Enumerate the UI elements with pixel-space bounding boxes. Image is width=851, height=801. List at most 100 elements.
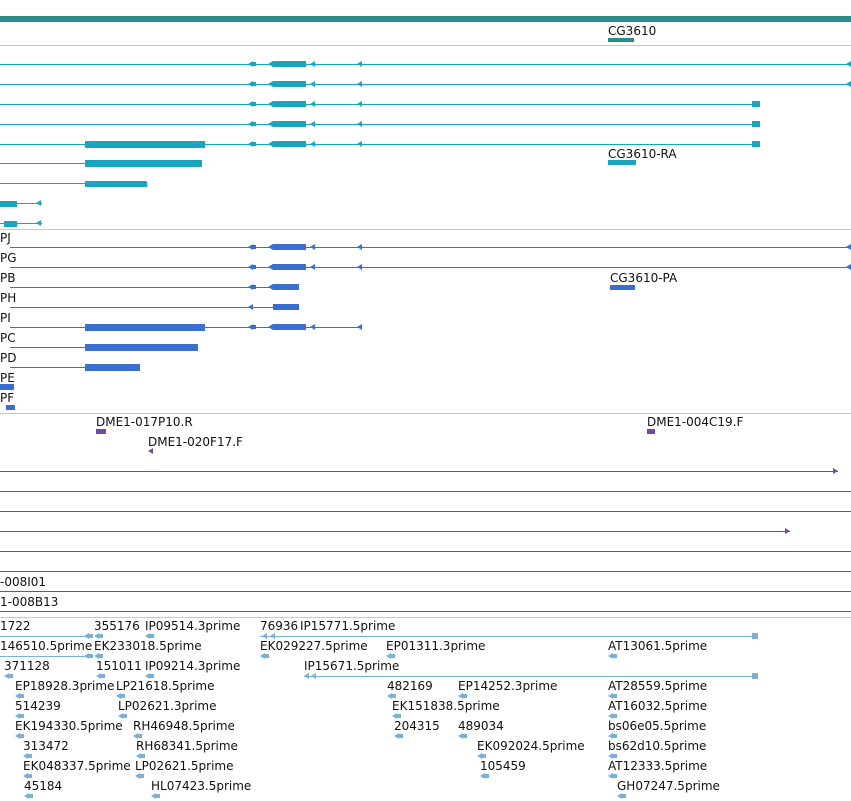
est-label[interactable]: 514239 <box>15 699 61 713</box>
est-label[interactable]: LP02621.5prime <box>135 759 234 773</box>
strand-left-arrow <box>36 220 41 226</box>
est-label[interactable]: 76936 <box>260 619 299 633</box>
strand-left-arrow <box>248 121 253 127</box>
strand-left-arrow <box>268 264 273 270</box>
clone-glyph <box>647 429 655 434</box>
clone-label[interactable]: DME1-004C19.F <box>647 415 744 429</box>
strand-left-arrow <box>248 101 253 107</box>
protein-label-pa[interactable]: CG3610-PA <box>610 271 678 285</box>
strand-left-arrow <box>310 61 315 67</box>
est-label[interactable]: EK092024.5prime <box>477 739 585 753</box>
strand-left-arrow <box>846 61 851 67</box>
strand-left-arrow <box>24 793 29 799</box>
clone-label[interactable]: DME1-020F17.F <box>148 435 243 449</box>
est-block <box>613 754 617 758</box>
est-label[interactable]: RH46948.5prime <box>133 719 235 733</box>
strand-left-arrow <box>268 61 273 67</box>
est-label[interactable]: LP02621.3prime <box>118 699 217 713</box>
est-label[interactable]: EK029227.5prime <box>260 639 368 653</box>
est-label[interactable]: GH07247.5prime <box>617 779 720 793</box>
est-block <box>485 774 489 778</box>
protein-row-label[interactable]: PI <box>0 311 11 325</box>
clone-label-partial[interactable]: 1-008B13 <box>0 595 59 609</box>
exon-block <box>0 201 17 207</box>
strand-left-arrow <box>357 244 362 250</box>
strand-left-arrow <box>268 244 273 250</box>
est-block <box>138 734 142 738</box>
est-block <box>89 634 93 638</box>
est-label[interactable]: AT13061.5prime <box>608 639 708 653</box>
exon-block <box>253 325 256 329</box>
est-label[interactable]: bs06e05.5prime <box>608 719 707 733</box>
strand-left-arrow <box>304 673 309 679</box>
protein-row-label[interactable]: PC <box>0 331 16 345</box>
protein-row-label[interactable]: PJ <box>0 231 11 245</box>
exon-block <box>4 221 17 227</box>
est-label[interactable]: 105459 <box>480 759 526 773</box>
protein-row-label[interactable]: PB <box>0 271 16 285</box>
exon-block <box>85 141 205 148</box>
est-block <box>752 633 758 639</box>
strand-left-arrow <box>84 653 89 659</box>
est-label[interactable]: EK048337.5prime <box>23 759 131 773</box>
protein-row-label[interactable]: PH <box>0 291 17 305</box>
strand-left-arrow <box>116 693 121 699</box>
est-label[interactable]: 45184 <box>24 779 63 793</box>
transcript-label-ra[interactable]: CG3610-RA <box>608 147 677 161</box>
est-label[interactable]: bs62d10.5prime <box>608 739 707 753</box>
strand-left-arrow <box>458 693 463 699</box>
est-label[interactable]: EP18928.3prime <box>15 679 115 693</box>
protein-row-label[interactable]: PF <box>0 391 15 405</box>
strand-left-arrow <box>608 773 613 779</box>
est-label[interactable]: RH68341.5prime <box>136 739 238 753</box>
est-block <box>9 674 13 678</box>
gene-label[interactable]: CG3610 <box>608 24 657 38</box>
strand-left-arrow <box>357 324 362 330</box>
strand-left-arrow <box>310 141 315 147</box>
est-label[interactable]: IP09514.3prime <box>145 619 241 633</box>
est-label[interactable]: AT12333.5prime <box>608 759 708 773</box>
est-block <box>20 734 24 738</box>
strand-left-arrow <box>608 713 613 719</box>
strand-left-arrow <box>480 773 485 779</box>
est-label[interactable]: IP15671.5prime <box>304 659 400 673</box>
est-label[interactable]: 489034 <box>458 719 504 733</box>
est-label[interactable]: EP14252.3prime <box>458 679 558 693</box>
strand-left-arrow <box>145 633 150 639</box>
strand-left-arrow <box>268 121 273 127</box>
est-label[interactable]: 355176 <box>94 619 140 633</box>
est-label[interactable]: AT16032.5prime <box>608 699 708 713</box>
est-block <box>399 734 403 738</box>
est-label[interactable]: EK233018.5prime <box>94 639 202 653</box>
est-label[interactable]: 371128 <box>4 659 50 673</box>
est-label[interactable]: 146510.5prime <box>0 639 93 653</box>
est-label[interactable]: IP15771.5prime <box>300 619 396 633</box>
est-label[interactable]: IP09214.3prime <box>145 659 241 673</box>
est-label[interactable]: EP01311.3prime <box>386 639 486 653</box>
est-label[interactable]: 313472 <box>23 739 69 753</box>
strand-left-arrow <box>608 753 613 759</box>
exon-block <box>253 82 256 86</box>
protein-row-label[interactable]: PG <box>0 251 17 265</box>
est-label[interactable]: LP21618.5prime <box>116 679 215 693</box>
strand-left-arrow <box>310 264 315 270</box>
clone-label-partial[interactable]: -008I01 <box>0 575 47 589</box>
exon-block <box>85 364 140 371</box>
strand-left-arrow <box>477 753 482 759</box>
est-label[interactable]: 1722 <box>0 619 31 633</box>
strand-left-arrow <box>133 733 138 739</box>
est-label[interactable]: 204315 <box>394 719 440 733</box>
strand-left-arrow <box>118 713 123 719</box>
strand-left-arrow <box>15 713 20 719</box>
clone-label[interactable]: DME1-017P10.R <box>96 415 193 429</box>
protein-glyph <box>610 285 635 290</box>
est-label[interactable]: EK151838.5prime <box>392 699 500 713</box>
est-label[interactable]: 151011 <box>96 659 142 673</box>
protein-row-label[interactable]: PE <box>0 371 15 385</box>
est-label[interactable]: 482169 <box>387 679 433 693</box>
est-label[interactable]: EK194330.5prime <box>15 719 123 733</box>
exon-block <box>253 102 256 106</box>
protein-row-label[interactable]: PD <box>0 351 17 365</box>
est-label[interactable]: AT28559.5prime <box>608 679 708 693</box>
est-label[interactable]: HL07423.5prime <box>151 779 252 793</box>
